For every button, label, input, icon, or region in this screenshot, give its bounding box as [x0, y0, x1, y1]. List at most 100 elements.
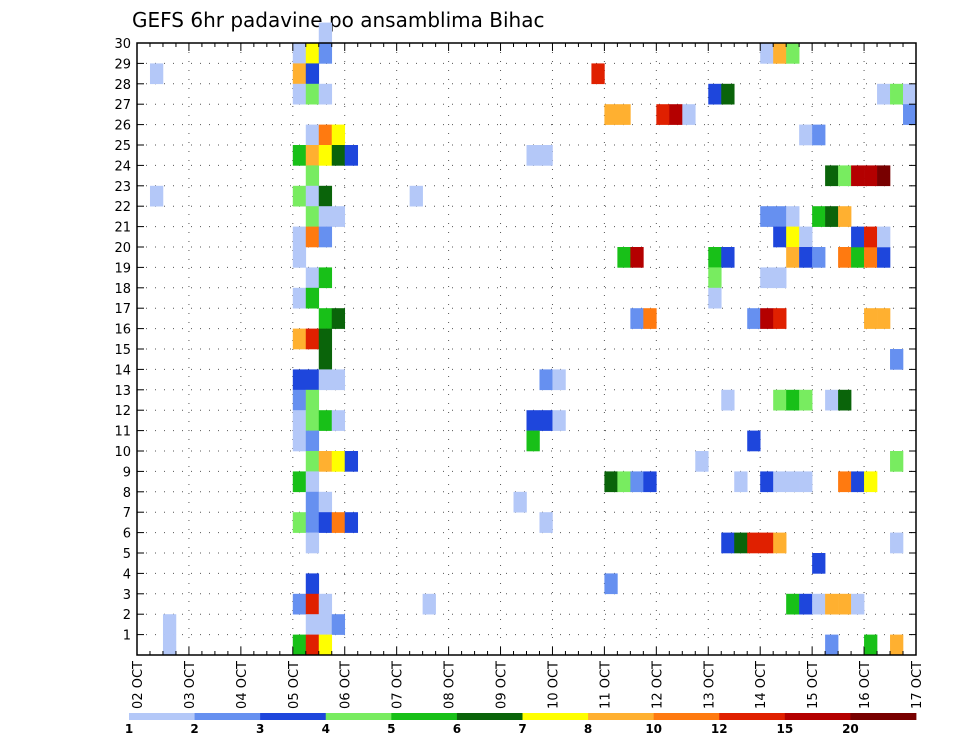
heatmap-cell: [331, 124, 346, 146]
heatmap-cell: [305, 532, 320, 554]
heatmap-cell: [773, 532, 787, 554]
heatmap-cell: [864, 165, 878, 187]
heatmap-cell: [799, 389, 813, 411]
heatmap-cell: [526, 145, 540, 166]
colorbar-label: 15: [776, 722, 793, 736]
heatmap-cell: [864, 226, 878, 248]
y-tick-label: 17: [114, 302, 131, 317]
heatmap-cell: [643, 308, 657, 329]
colorbar-swatch: [129, 713, 195, 720]
heatmap-cell: [292, 83, 307, 105]
heatmap-cell: [864, 634, 878, 656]
heatmap-cell: [851, 226, 865, 248]
heatmap-cell: [305, 145, 320, 166]
x-tick-label: 16 OCT: [858, 661, 873, 709]
heatmap-cell: [305, 43, 320, 64]
x-tick-label: 15 OCT: [806, 661, 821, 709]
heatmap-cell: [708, 247, 722, 268]
y-tick-label: 3: [123, 588, 131, 603]
heatmap-cell: [903, 104, 917, 125]
y-tick-label: 7: [123, 506, 131, 521]
heatmap-cell: [760, 308, 774, 329]
colorbar-label: 10: [645, 722, 662, 736]
heatmap-cell: [708, 287, 722, 309]
heatmap-cell: [864, 247, 878, 268]
heatmap-cell: [344, 512, 359, 533]
heatmap-cell: [604, 471, 618, 493]
colorbar-label: 6: [453, 722, 461, 736]
heatmap-cell: [838, 593, 852, 615]
heatmap-cell: [539, 369, 553, 391]
x-tick-label: 14 OCT: [754, 661, 769, 709]
heatmap-cell: [292, 328, 307, 350]
heatmap-cell: [825, 206, 839, 227]
heatmap-cell: [292, 369, 307, 391]
y-tick-label: 10: [114, 445, 131, 460]
heatmap-cell: [708, 83, 722, 105]
heatmap-cell: [318, 145, 333, 166]
heatmap-cell: [149, 185, 164, 207]
heatmap-cell: [838, 247, 852, 268]
heatmap-cell: [552, 369, 566, 391]
y-tick-label: 20: [114, 241, 131, 256]
heatmap-cell: [799, 593, 813, 615]
heatmap-cell: [890, 532, 904, 554]
heatmap-cell: [812, 124, 826, 146]
x-tick-label: 10 OCT: [546, 661, 561, 709]
heatmap-cell: [786, 226, 800, 248]
heatmap-cell: [318, 226, 333, 248]
heatmap-cell: [305, 226, 320, 248]
heatmap-cell: [630, 308, 644, 329]
heatmap-cell: [305, 83, 320, 105]
heatmap-cell: [292, 145, 307, 166]
heatmap-cell: [305, 512, 320, 533]
colorbar-swatch: [522, 713, 589, 720]
heatmap-cell: [292, 185, 307, 207]
y-tick-label: 12: [114, 404, 131, 419]
heatmap-cell: [877, 308, 891, 329]
colorbar-label: 12: [711, 722, 728, 736]
heatmap-cell: [747, 308, 761, 329]
heatmap-cell: [318, 22, 333, 44]
heatmap-cell: [890, 634, 904, 656]
heatmap-cell: [305, 593, 320, 615]
heatmap-cell: [669, 104, 683, 125]
heatmap-cell: [305, 451, 320, 472]
y-tick-label: 2: [123, 608, 131, 623]
heatmap-cell: [864, 471, 878, 493]
heatmap-cell: [318, 410, 333, 431]
heatmap-cell: [305, 389, 320, 411]
x-tick-label: 02 OCT: [131, 661, 146, 709]
colorbar-swatch: [391, 713, 458, 720]
x-tick-label: 11 OCT: [598, 661, 613, 709]
heatmap-cell: [708, 267, 722, 289]
heatmap-cell: [877, 165, 891, 187]
heatmap-cell: [591, 63, 605, 85]
heatmap-cell: [851, 165, 865, 187]
heatmap-cell: [773, 267, 787, 289]
heatmap-cell: [305, 267, 320, 289]
y-tick-label: 28: [114, 78, 131, 93]
colorbar-label: 3: [256, 722, 264, 736]
heatmap-cell: [734, 532, 748, 554]
heatmap-cell: [682, 104, 696, 125]
heatmap-cell: [149, 63, 164, 85]
x-axis-ticks: 02 OCT 03 OCT 04 OCT 05 OCT 06 OCT 07 OCT 08 O…: [131, 43, 925, 709]
heatmap-cell: [318, 43, 333, 64]
heatmap-cells: [149, 22, 917, 656]
colorbar-swatch: [784, 713, 851, 720]
colorbar-label: 20: [842, 722, 859, 736]
heatmap-cell: [331, 145, 346, 166]
heatmap-cell: [760, 267, 774, 289]
heatmap-cell: [292, 43, 307, 64]
colorbar: 1 2 3 4 5 6 7 8 10 12 15 20: [125, 713, 917, 736]
heatmap-cell: [292, 247, 307, 268]
y-tick-label: 27: [114, 98, 131, 113]
heatmap-cell: [812, 206, 826, 227]
y-tick-label: 25: [114, 139, 131, 154]
heatmap-cell: [890, 451, 904, 472]
colorbar-swatch: [456, 713, 523, 720]
y-tick-label: 30: [114, 37, 131, 52]
colorbar-swatch: [653, 713, 720, 720]
heatmap-cell: [305, 410, 320, 431]
